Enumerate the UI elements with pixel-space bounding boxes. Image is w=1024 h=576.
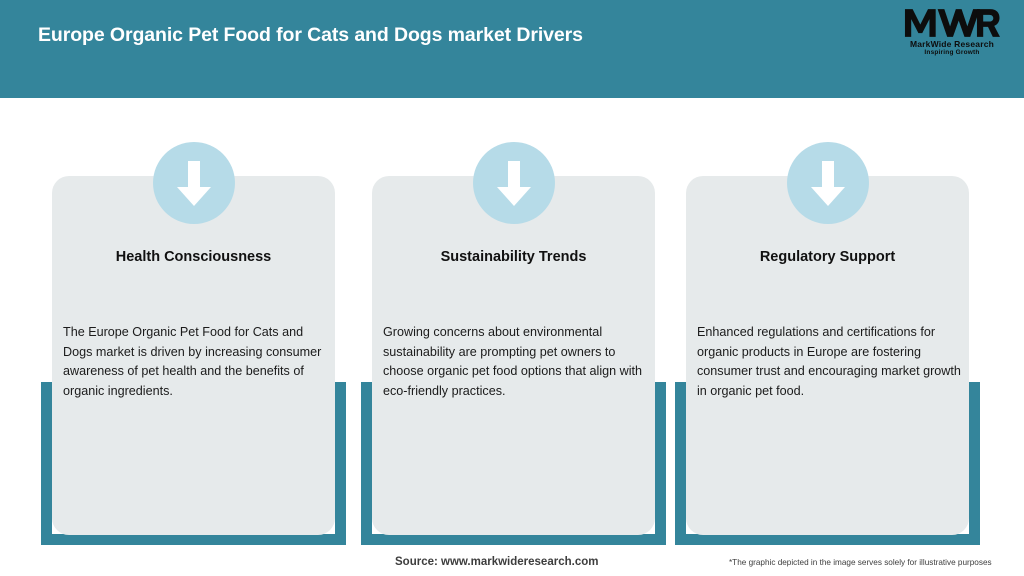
mwr-logo-icon <box>904 9 1000 37</box>
disclaimer-label: *The graphic depicted in the image serve… <box>729 558 992 567</box>
brand-logo: MarkWide Research Inspiring Growth <box>896 8 1008 60</box>
card-accent-frame <box>675 382 980 545</box>
card-panel <box>686 176 969 535</box>
down-arrow-icon <box>810 161 845 206</box>
logo-name: MarkWide Research <box>909 39 995 49</box>
card-accent-frame <box>41 382 346 545</box>
down-arrow-icon <box>176 161 211 206</box>
card-icon-circle <box>472 142 555 224</box>
card-icon-circle <box>786 142 869 224</box>
card-body-text: Growing concerns about environmental sus… <box>383 325 643 398</box>
logo-tagline: Inspiring Growth <box>924 49 980 56</box>
card-heading: Regulatory Support <box>759 249 896 265</box>
card-heading: Sustainability Trends <box>440 249 587 265</box>
card-icon-circle <box>152 142 235 224</box>
card-body-text: Enhanced regulations and certifications … <box>697 325 961 398</box>
footer: Source: www.markwideresearch.com *The gr… <box>0 553 1024 576</box>
page-title: Europe Organic Pet Food for Cats and Dog… <box>38 24 583 46</box>
source-label: Source: www.markwideresearch.com <box>395 556 599 568</box>
header-bar: Europe Organic Pet Food for Cats and Dog… <box>0 0 1024 98</box>
driver-card: Sustainability Trends Growing concerns a… <box>361 98 666 553</box>
card-heading: Health Consciousness <box>115 249 272 265</box>
card-accent-frame <box>361 382 666 545</box>
driver-card: Health Consciousness The Europe Organic … <box>41 98 346 553</box>
card-panel <box>52 176 335 535</box>
card-panel <box>372 176 655 535</box>
driver-card: Regulatory Support Enhanced regulations … <box>675 98 980 553</box>
down-arrow-icon <box>496 161 531 206</box>
drivers-card-row: Health Consciousness The Europe Organic … <box>0 98 1024 553</box>
card-body-text: The Europe Organic Pet Food for Cats and… <box>63 325 322 398</box>
